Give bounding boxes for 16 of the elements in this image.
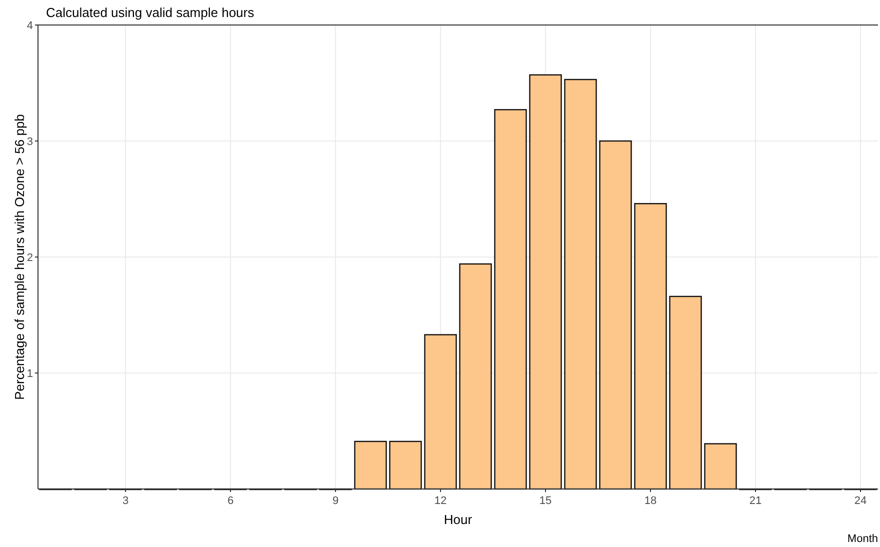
x-tick-label: 3 <box>122 495 129 507</box>
y-axis-title: Percentage of sample hours with Ozone > 56 ppb <box>12 114 27 400</box>
text: Month <box>847 533 878 545</box>
y-tick-label: 4 <box>26 20 33 32</box>
y-tick-label: 2 <box>26 252 33 264</box>
x-tick-label: 21 <box>749 495 762 507</box>
y-tick-label: 3 <box>26 136 33 148</box>
x-tick-label: 12 <box>434 495 447 507</box>
x-tick-label: 24 <box>854 495 867 507</box>
chart-title: Calculated using valid sample hours <box>46 5 255 20</box>
x-tick-label: 15 <box>539 495 552 507</box>
x-tick-label: 6 <box>227 495 234 507</box>
x-tick-label: 9 <box>332 495 339 507</box>
x-axis-title: Hour <box>444 512 473 527</box>
x-tick-label: 18 <box>644 495 657 507</box>
y-tick-label: 1 <box>26 368 33 380</box>
